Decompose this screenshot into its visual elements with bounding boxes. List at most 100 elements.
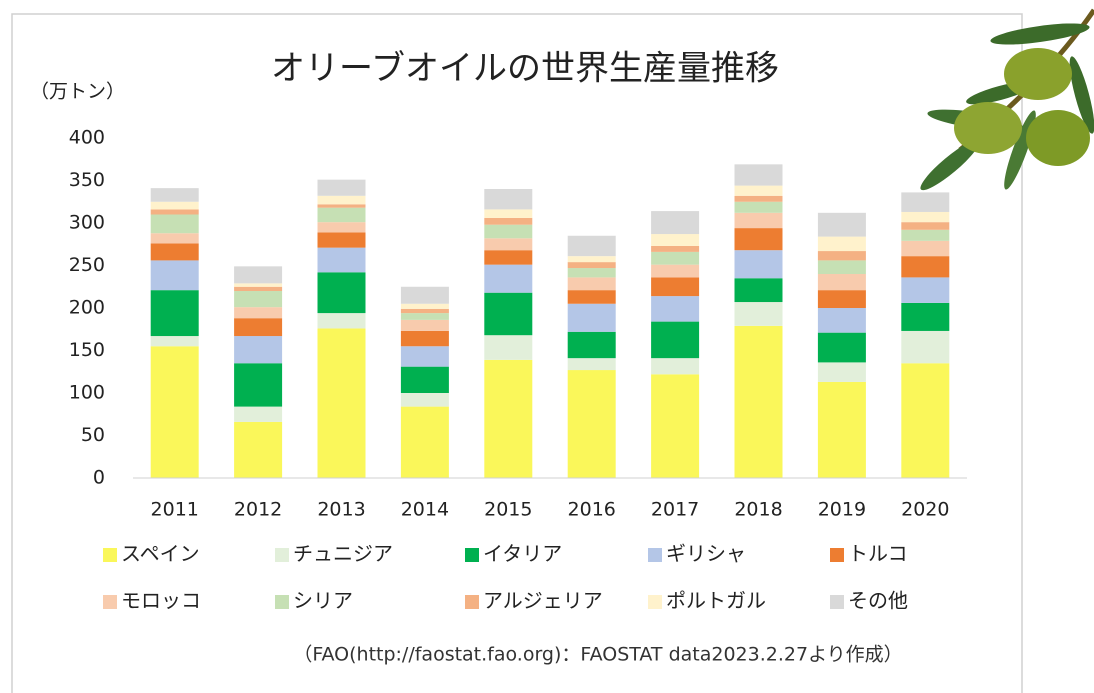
bar-segment	[401, 367, 449, 393]
legend-label: アルジェリア	[483, 589, 603, 613]
bar-segment	[651, 358, 699, 374]
bar-segment	[318, 180, 366, 196]
legend-label: スペイン	[121, 542, 200, 566]
bar-segment	[484, 360, 532, 478]
bar-segment	[401, 304, 449, 309]
bar-segment	[735, 326, 783, 478]
bar-segment	[901, 212, 949, 222]
legend-swatch	[465, 548, 479, 562]
bar-segment	[151, 260, 199, 290]
bar-segment	[901, 222, 949, 230]
bar-segment	[151, 336, 199, 346]
bar-segment	[318, 208, 366, 222]
bar-segment	[818, 274, 866, 290]
bar-segment	[234, 363, 282, 406]
y-tick-label: 150	[69, 339, 105, 361]
legend-label: イタリア	[483, 542, 562, 566]
x-tick-label: 2018	[734, 499, 782, 521]
bar-segment	[651, 234, 699, 246]
legend-label: ギリシャ	[666, 542, 746, 566]
bar-segment	[401, 313, 449, 320]
bar-segment	[401, 287, 449, 304]
bar-segment	[568, 277, 616, 290]
bar-segment	[234, 318, 282, 336]
bar-segment	[151, 243, 199, 260]
bar-segment	[234, 291, 282, 307]
legend-swatch	[648, 548, 662, 562]
bar-segment	[651, 265, 699, 278]
bar-segment	[484, 293, 532, 336]
bar-segment	[818, 213, 866, 237]
bar-segment	[401, 407, 449, 478]
bar-segment	[151, 233, 199, 243]
bar-segment	[484, 238, 532, 250]
bar-segment	[735, 228, 783, 250]
bar-segment	[151, 188, 199, 202]
legend-label: トルコ	[848, 542, 908, 566]
bar-segment	[151, 209, 199, 214]
y-tick-label: 250	[69, 254, 105, 276]
bar-segment	[735, 302, 783, 326]
bar-segment	[484, 250, 532, 264]
bar-segment	[484, 265, 532, 293]
bar-segment	[568, 236, 616, 256]
bar-segment	[818, 290, 866, 308]
bar-segment	[234, 287, 282, 291]
bar-segment	[735, 202, 783, 213]
bar-segment	[318, 313, 366, 328]
bar-segment	[401, 320, 449, 331]
legend-label: ポルトガル	[666, 589, 766, 613]
legend-swatch	[648, 595, 662, 609]
bar-segment	[735, 213, 783, 228]
bar-segment	[651, 277, 699, 296]
legend-swatch	[275, 595, 289, 609]
bar-segment	[568, 332, 616, 358]
bar-segment	[484, 189, 532, 209]
bar-segment	[401, 309, 449, 313]
bar-segment	[318, 272, 366, 313]
bar-segment	[735, 164, 783, 185]
bar-segment	[318, 232, 366, 247]
bar-segment	[234, 422, 282, 478]
y-tick-label: 300	[69, 212, 105, 234]
bar-segment	[651, 374, 699, 478]
bar-segment	[151, 202, 199, 210]
bar-segment	[818, 237, 866, 251]
bar-segment	[901, 277, 949, 303]
bar-segment	[318, 204, 366, 207]
bar-segment	[568, 304, 616, 332]
bar-segment	[901, 230, 949, 241]
source-note: （FAO(http://faostat.fao.org)：FAOSTAT dat…	[293, 644, 902, 666]
bar-segment	[818, 382, 866, 478]
bar-segment	[651, 252, 699, 265]
bar-segment	[901, 256, 949, 277]
legend-swatch	[103, 595, 117, 609]
bar-segment	[318, 196, 366, 205]
bar-segment	[568, 358, 616, 370]
bar-segment	[401, 393, 449, 407]
bar-segment	[234, 407, 282, 422]
bar-segment	[318, 222, 366, 232]
bar-segment	[151, 290, 199, 336]
bar-segment	[401, 346, 449, 366]
legend-label: シリア	[293, 589, 353, 613]
bar-segment	[901, 331, 949, 363]
x-tick-label: 2017	[651, 499, 699, 521]
bar-segment	[568, 290, 616, 304]
bar-segment	[484, 209, 532, 218]
bar-segment	[484, 218, 532, 225]
y-tick-label: 100	[69, 382, 105, 404]
bar-segment	[568, 256, 616, 262]
bar-segment	[901, 363, 949, 478]
bar-segment	[818, 260, 866, 274]
bar-segment	[568, 262, 616, 268]
bar-segment	[484, 335, 532, 360]
x-tick-label: 2016	[568, 499, 616, 521]
bar-segment	[568, 370, 616, 478]
bar-segment	[234, 336, 282, 363]
legend-swatch	[830, 595, 844, 609]
x-tick-label: 2013	[317, 499, 365, 521]
bar-segment	[901, 192, 949, 212]
bar-segment	[234, 283, 282, 286]
y-axis-label: （万トン）	[30, 81, 125, 103]
